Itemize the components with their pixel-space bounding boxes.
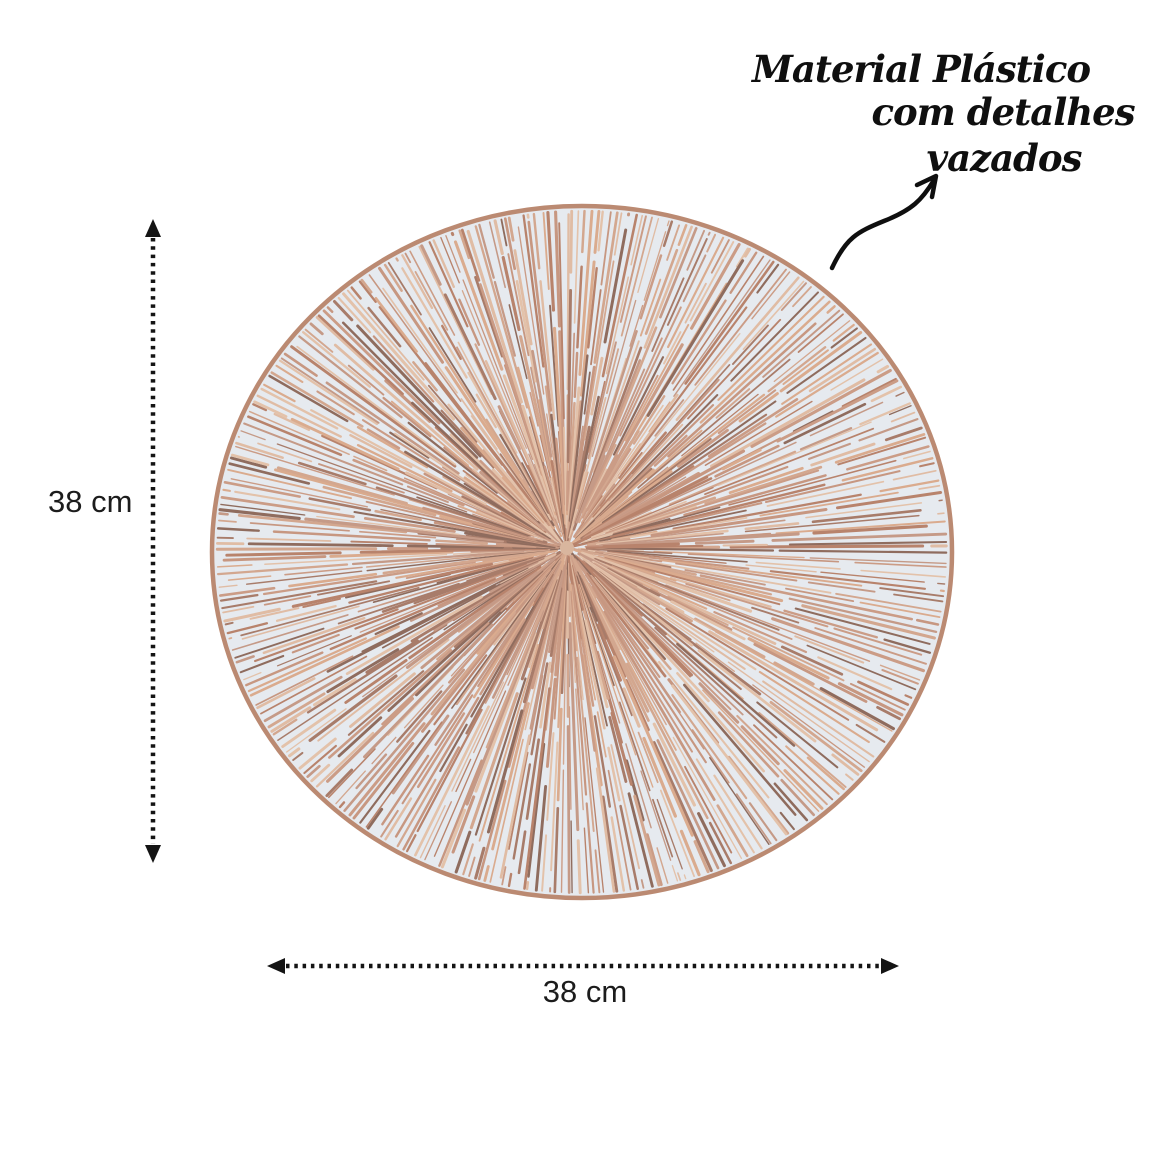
height-label: 38 cm	[48, 484, 133, 519]
placemat	[209, 203, 955, 901]
arrowhead-left-icon	[267, 958, 285, 974]
material-annotation-line-3: vazados	[926, 136, 1083, 180]
annotation-arrow	[829, 173, 939, 271]
arrowhead-right-icon	[881, 958, 899, 974]
height-dimension-arrow	[145, 219, 161, 863]
material-annotation-line-2: com detalhes	[871, 90, 1135, 134]
width-dimension-arrow	[267, 958, 899, 974]
annotation-arrow-curve	[829, 177, 937, 271]
arrowhead-down-icon	[145, 845, 161, 863]
width-label: 38 cm	[542, 974, 628, 1009]
material-annotation-line-1: Material Plástico	[751, 47, 1091, 91]
arrowhead-up-icon	[145, 219, 161, 237]
annotation-arrowhead-icon	[914, 173, 939, 200]
